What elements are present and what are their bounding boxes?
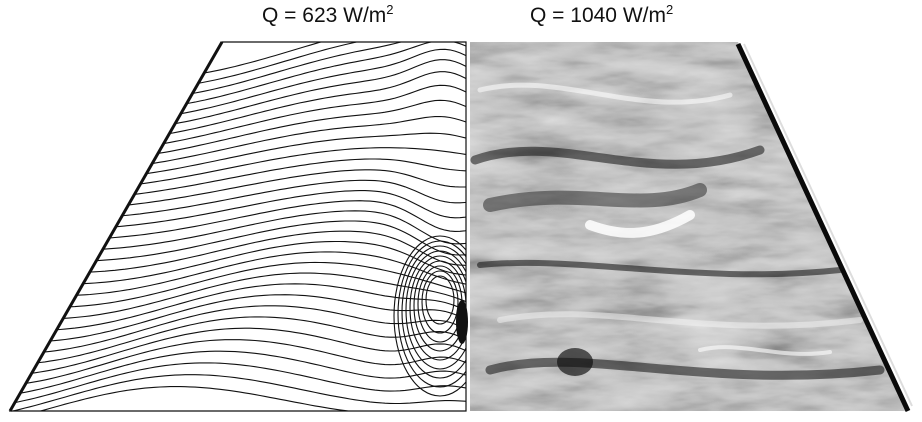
- flow-photograph: [470, 42, 910, 412]
- streamline: [0, 191, 470, 229]
- streamline: [0, 262, 470, 307]
- left-sloped-wall: [10, 42, 222, 411]
- streamline: [0, 211, 470, 251]
- streamline: [0, 27, 470, 88]
- streamline: [0, 159, 470, 199]
- left-panel: [0, 22, 486, 421]
- streamline: [0, 363, 470, 405]
- streamline: [0, 100, 470, 160]
- streamline: [0, 22, 470, 78]
- right-panel: [470, 42, 912, 412]
- streamline: [0, 85, 470, 150]
- streamline: [0, 72, 470, 140]
- streamline-contours: [0, 22, 486, 421]
- streamline: [0, 60, 470, 130]
- streamline: [0, 117, 470, 170]
- vortex-core: [456, 300, 468, 344]
- streamline: [0, 180, 470, 219]
- streamline: [0, 340, 470, 387]
- streamline: [0, 201, 470, 240]
- streamline: [0, 306, 470, 354]
- streamline: [0, 375, 470, 414]
- streamline: [0, 170, 470, 209]
- streamline: [0, 148, 470, 190]
